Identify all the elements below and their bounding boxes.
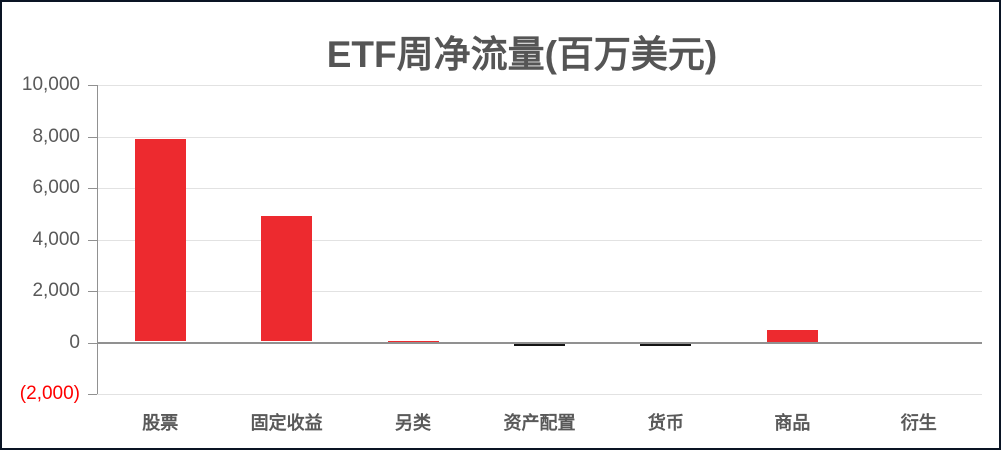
gridline: [97, 85, 982, 86]
bar-股票: [134, 139, 186, 342]
y-tick-label: (2,000): [19, 383, 80, 404]
bar-商品: [766, 329, 818, 342]
gridline: [97, 239, 982, 241]
y-tick-label: 6,000: [32, 177, 80, 198]
x-axis-label-商品: 商品: [774, 413, 811, 433]
x-axis-label-另类: 另类: [395, 413, 432, 433]
zero-axis-line: [97, 341, 982, 344]
bar-固定收益: [261, 216, 313, 342]
y-axis-tick: [88, 136, 97, 138]
y-tick-label: 8,000: [32, 125, 80, 147]
y-axis-tick: [88, 291, 97, 292]
y-axis-tick: [88, 85, 97, 86]
x-axis-label-资产配置: 资产配置: [503, 413, 576, 433]
y-tick-label: 2,000: [32, 280, 80, 301]
x-axis-label-固定收益: 固定收益: [250, 413, 323, 433]
bar-另类: [387, 340, 439, 342]
y-axis-tick: [88, 342, 97, 344]
y-tick-label: 0: [69, 331, 80, 353]
y-tick-label: 4,000: [32, 228, 80, 250]
y-axis-line: [97, 85, 98, 394]
bar-货币: [640, 343, 692, 346]
gridline: [97, 136, 982, 138]
gridline: [97, 188, 982, 189]
gridline: [97, 291, 982, 292]
y-tick-label: 10,000: [21, 74, 80, 95]
x-axis-label-货币: 货币: [647, 413, 684, 433]
gridline: [97, 394, 982, 395]
x-axis-label-股票: 股票: [142, 413, 179, 433]
x-axis-label-衍生: 衍生: [900, 413, 937, 433]
y-axis-tick: [88, 188, 97, 189]
y-axis-tick: [88, 239, 97, 241]
y-axis-tick: [88, 394, 97, 395]
bar-资产配置: [514, 343, 565, 347]
chart-title: ETF周净流量(百万美元): [326, 34, 718, 75]
